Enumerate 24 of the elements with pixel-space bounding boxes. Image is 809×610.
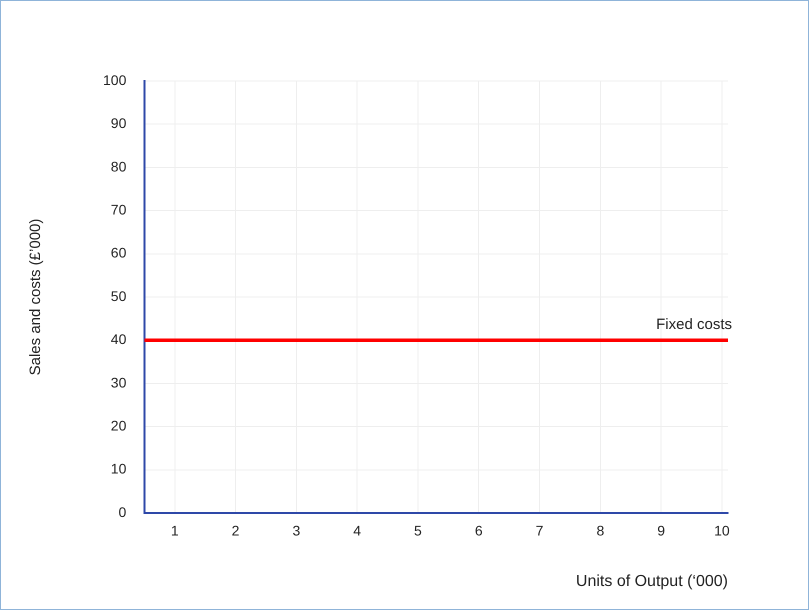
- y-tick-label: 90: [110, 115, 127, 132]
- y-tick-label: 20: [110, 417, 127, 434]
- y-tick-label: 100: [103, 72, 127, 88]
- y-tick-label: 40: [110, 331, 127, 348]
- y-tick-label: 0: [118, 504, 127, 520]
- x-tick-label: 4: [353, 522, 362, 538]
- x-tick-label: 5: [414, 522, 422, 538]
- y-axis-title: Sales and costs (£’000): [27, 218, 44, 376]
- x-tick-label: 2: [232, 522, 240, 538]
- y-tick-label: 30: [110, 374, 127, 390]
- y-tick-label: 60: [110, 244, 127, 261]
- x-tick-label: 9: [657, 522, 666, 538]
- x-axis-title: Units of Output (‘000): [576, 572, 728, 590]
- x-tick-label: 6: [474, 522, 483, 538]
- x-tick-label: 3: [292, 522, 300, 538]
- x-tick-label: 1: [170, 522, 179, 538]
- series-label: Fixed costs: [656, 316, 732, 333]
- y-tick-label: 70: [110, 201, 127, 218]
- y-tick-label: 50: [110, 288, 127, 304]
- x-tick-label: 10: [714, 522, 730, 538]
- x-tick-label: 8: [596, 522, 604, 538]
- x-tick-label: 7: [536, 522, 544, 538]
- y-tick-label: 10: [110, 460, 127, 477]
- y-tick-label: 80: [110, 158, 127, 174]
